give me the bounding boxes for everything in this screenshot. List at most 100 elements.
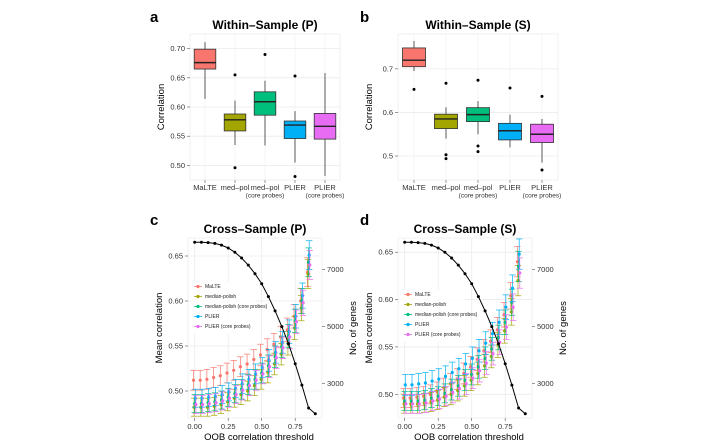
data-point: [409, 399, 413, 403]
genes-point: [226, 246, 230, 250]
x-axis-label: OOB correlation threshold: [414, 432, 524, 441]
data-point: [484, 361, 488, 365]
data-point: [245, 362, 249, 366]
genes-point: [416, 241, 420, 245]
genes-point: [313, 412, 317, 416]
x-tick-label: (core probes): [306, 193, 345, 200]
outlier-point: [540, 94, 544, 98]
x-tick-label: 0.50: [254, 422, 269, 431]
x-tick-label: MaLTE: [193, 183, 217, 192]
data-point: [476, 365, 480, 369]
box-2: [434, 81, 458, 161]
y-tick-label: 0.55: [170, 132, 185, 141]
x-tick-label: med–pol: [432, 183, 461, 192]
data-point: [240, 382, 244, 386]
data-point: [518, 271, 522, 275]
y-tick-label: 0.50: [168, 387, 183, 396]
data-point: [403, 383, 407, 387]
data-point: [246, 389, 250, 393]
genes-point: [409, 240, 413, 244]
data-point: [268, 365, 272, 369]
legend-swatch: [406, 292, 410, 297]
x-tick-label: (core probes): [459, 193, 498, 200]
data-point: [436, 394, 440, 398]
x-tick-label: 0.75: [288, 422, 303, 431]
data-point: [241, 388, 245, 392]
series-4: [402, 238, 523, 396]
data-point: [437, 397, 441, 401]
data-point: [416, 399, 420, 403]
panel-title: Within–Sample (P): [212, 18, 317, 32]
data-point: [483, 356, 487, 360]
genes-point: [280, 325, 284, 329]
genes-point: [476, 295, 480, 299]
data-point: [464, 362, 468, 366]
data-point: [457, 387, 462, 391]
data-point: [193, 396, 197, 400]
data-point: [417, 402, 421, 406]
genes-point: [483, 309, 487, 313]
outlier-point: [476, 150, 480, 154]
x-tick-label: med–pol: [251, 183, 280, 192]
y-tick-label: 0.65: [170, 73, 185, 82]
data-point: [272, 342, 276, 346]
data-point: [509, 310, 513, 314]
y2-tick-label: 5000: [327, 322, 344, 331]
data-point: [431, 399, 435, 403]
y-axis-label: Correlation: [156, 84, 167, 130]
legend-label: median-polish: [415, 302, 446, 308]
data-point: [471, 376, 475, 380]
data-point: [214, 401, 218, 405]
data-point: [260, 366, 264, 370]
data-point: [238, 365, 242, 369]
series-5: [402, 257, 523, 414]
box-body: [193, 48, 217, 70]
x-tick-label: 0.25: [221, 422, 236, 431]
outlier-point: [293, 174, 297, 178]
genes-point: [470, 282, 474, 286]
y-tick-label: 0.5: [383, 152, 393, 161]
legend-label: median-polish (core probes): [415, 312, 478, 318]
box-body: [498, 122, 522, 141]
data-point: [515, 260, 520, 264]
genes-point: [517, 406, 521, 410]
data-point: [247, 384, 252, 388]
data-point: [491, 351, 495, 356]
panel-letter: b: [360, 9, 369, 26]
data-point: [456, 384, 460, 388]
data-point: [476, 371, 480, 376]
data-point: [227, 390, 231, 394]
data-point: [424, 401, 428, 405]
data-point: [411, 402, 415, 406]
data-point: [429, 396, 434, 400]
x-tick-label: 0.25: [431, 422, 446, 431]
panel-letter: d: [360, 212, 369, 229]
legend-swatch: [406, 332, 410, 337]
genes-curve: [193, 240, 317, 416]
data-point: [490, 347, 494, 351]
legend: MaLTE median-polish median-polish (core pr…: [191, 282, 268, 334]
data-point: [308, 263, 312, 267]
y-tick-label: 0.60: [170, 103, 185, 112]
data-point: [484, 341, 488, 345]
box-body: [283, 120, 307, 139]
box-body: [223, 113, 247, 132]
outlier-point: [508, 86, 512, 90]
data-point: [274, 356, 278, 360]
data-point: [477, 349, 481, 353]
data-point: [212, 375, 216, 380]
data-point: [252, 357, 256, 362]
y-tick-label: 0.50: [378, 390, 393, 399]
legend-swatch: [196, 314, 200, 319]
outlier-point: [293, 74, 297, 78]
data-point: [225, 371, 229, 375]
legend-label: PLIER: [415, 322, 430, 328]
genes-point: [307, 406, 311, 410]
data-point: [220, 393, 224, 397]
data-point: [482, 364, 487, 368]
data-point: [423, 381, 427, 385]
genes-point: [423, 241, 427, 245]
data-point: [504, 325, 508, 329]
genes-point: [463, 272, 467, 276]
legend-swatch: [406, 322, 410, 327]
